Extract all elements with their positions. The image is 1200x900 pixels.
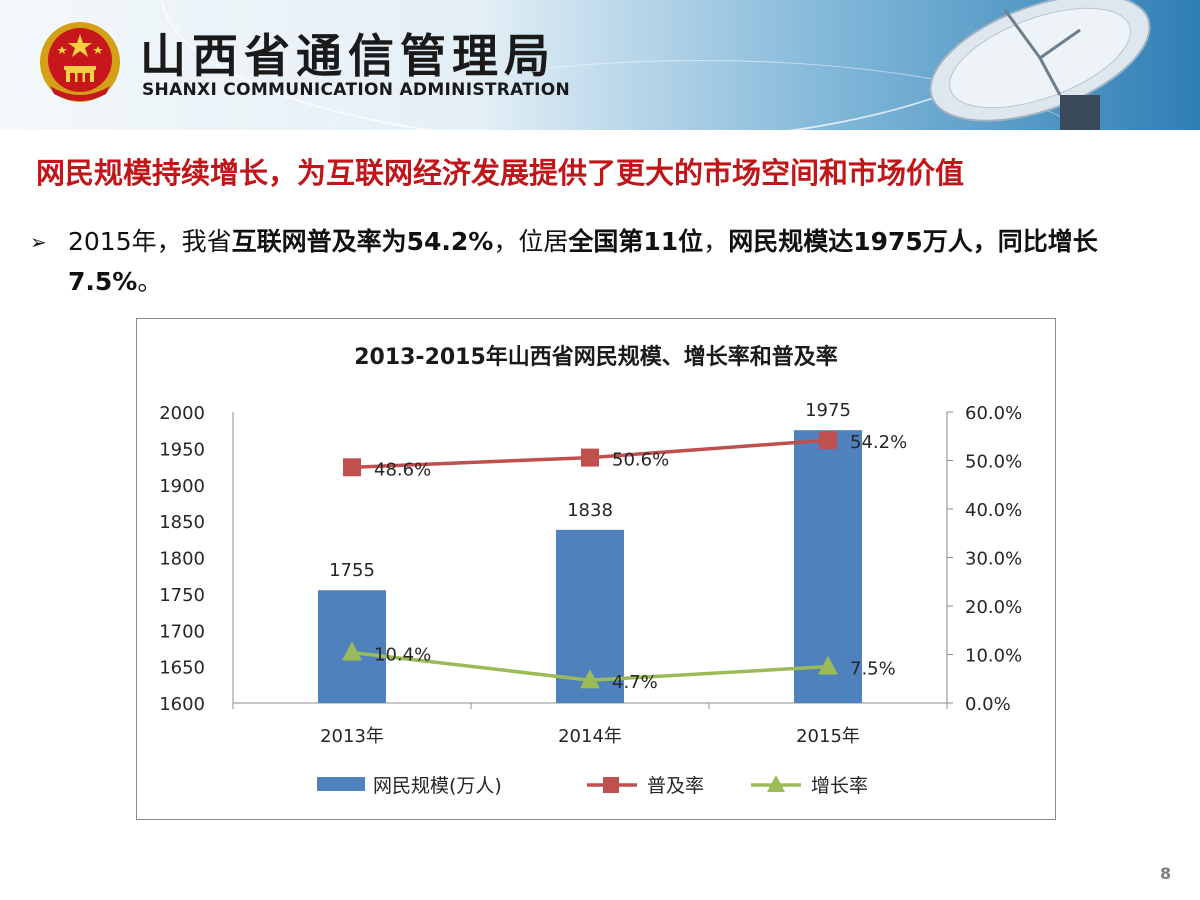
y-left-tick-label: 1750 [159, 585, 205, 606]
legend-growth-label: 增长率 [811, 775, 868, 797]
penetration-data-label: 50.6% [612, 450, 669, 471]
combo-chart: 2013-2015年山西省网民规模、增长率和普及率 1600 1650 1700 175… [159, 344, 1022, 797]
growth-marker [342, 641, 362, 661]
legend-penetration-marker [603, 777, 619, 793]
national-emblem-icon [40, 22, 120, 102]
penetration-data-label: 48.6% [374, 459, 431, 480]
y-left-tick-label: 2000 [159, 403, 205, 424]
bullet-text-plain: 。 [137, 267, 163, 296]
page-number: 8 [1160, 864, 1172, 883]
y-right-tick-label: 10.0% [965, 646, 1022, 667]
growth-data-label: 10.4% [374, 645, 431, 666]
x-tick-label: 2013年 [320, 726, 384, 747]
legend-growth-marker [767, 775, 785, 792]
y-right-tick-label: 50.0% [965, 452, 1022, 473]
penetration-marker [343, 458, 361, 477]
org-name-cn: 山西省通信管理局 [140, 29, 556, 83]
satellite-dish-icon [929, 0, 1151, 130]
growth-marker [818, 655, 838, 675]
bar-data-label: 1975 [805, 400, 851, 421]
penetration-data-label: 54.2% [850, 432, 907, 453]
header-banner: 山西省通信管理局 SHANXI COMMUNICATION ADMINISTRA… [0, 0, 1200, 130]
slide-headline: 网民规模持续增长，为互联网经济发展提供了更大的市场空间和市场价值 [36, 156, 965, 190]
y-right-tick-label: 30.0% [965, 549, 1022, 570]
bar-data-label: 1755 [329, 560, 375, 581]
growth-marker [580, 669, 600, 689]
bullet-text-plain: ，位居 [493, 227, 569, 256]
x-tick-label: 2015年 [796, 726, 860, 747]
y-left-tick-label: 1650 [159, 658, 205, 679]
legend-bar-swatch [317, 777, 365, 791]
bullet-text-bold: 全国第11位 [568, 227, 704, 256]
y-left-tick-label: 1950 [159, 439, 205, 460]
y-left-tick-label: 1700 [159, 621, 205, 642]
growth-data-label: 4.7% [612, 672, 658, 693]
y-left-tick-label: 1900 [159, 476, 205, 497]
chart-frame: 2013-2015年山西省网民规模、增长率和普及率 1600 1650 1700 175… [136, 318, 1056, 820]
y-left-tick-label: 1850 [159, 512, 205, 533]
y-right-tick-label: 60.0% [965, 403, 1022, 424]
y-right-tick-label: 0.0% [965, 694, 1011, 715]
org-name-en: SHANXI COMMUNICATION ADMINISTRATION [142, 80, 571, 100]
bullet-paragraph: ➢ 2015年，我省互联网普及率为54.2%，位居全国第11位，网民规模达197… [30, 222, 1170, 302]
y-right-tick-label: 20.0% [965, 597, 1022, 618]
bullet-arrow-icon: ➢ [30, 230, 47, 254]
bullet-text-bold: 互联网普及率为54.2% [231, 227, 494, 256]
bar-data-label: 1838 [567, 500, 613, 521]
bullet-text-plain: ， [703, 227, 729, 256]
y-left-tick-label: 1800 [159, 549, 205, 570]
growth-data-label: 7.5% [850, 659, 896, 680]
penetration-marker [581, 448, 599, 467]
y-right-tick-label: 40.0% [965, 500, 1022, 521]
chart-title: 2013-2015年山西省网民规模、增长率和普及率 [354, 344, 838, 370]
y-left-tick-label: 1600 [159, 694, 205, 715]
bullet-text-plain: 2015年，我省 [68, 227, 232, 256]
legend-bar-label: 网民规模(万人) [373, 775, 502, 797]
x-tick-label: 2014年 [558, 726, 622, 747]
bullet-text-bold: 网民规模达1975万人，同比增长7.5% [68, 227, 1098, 296]
penetration-marker [819, 431, 837, 450]
legend-penetration-label: 普及率 [647, 775, 704, 797]
